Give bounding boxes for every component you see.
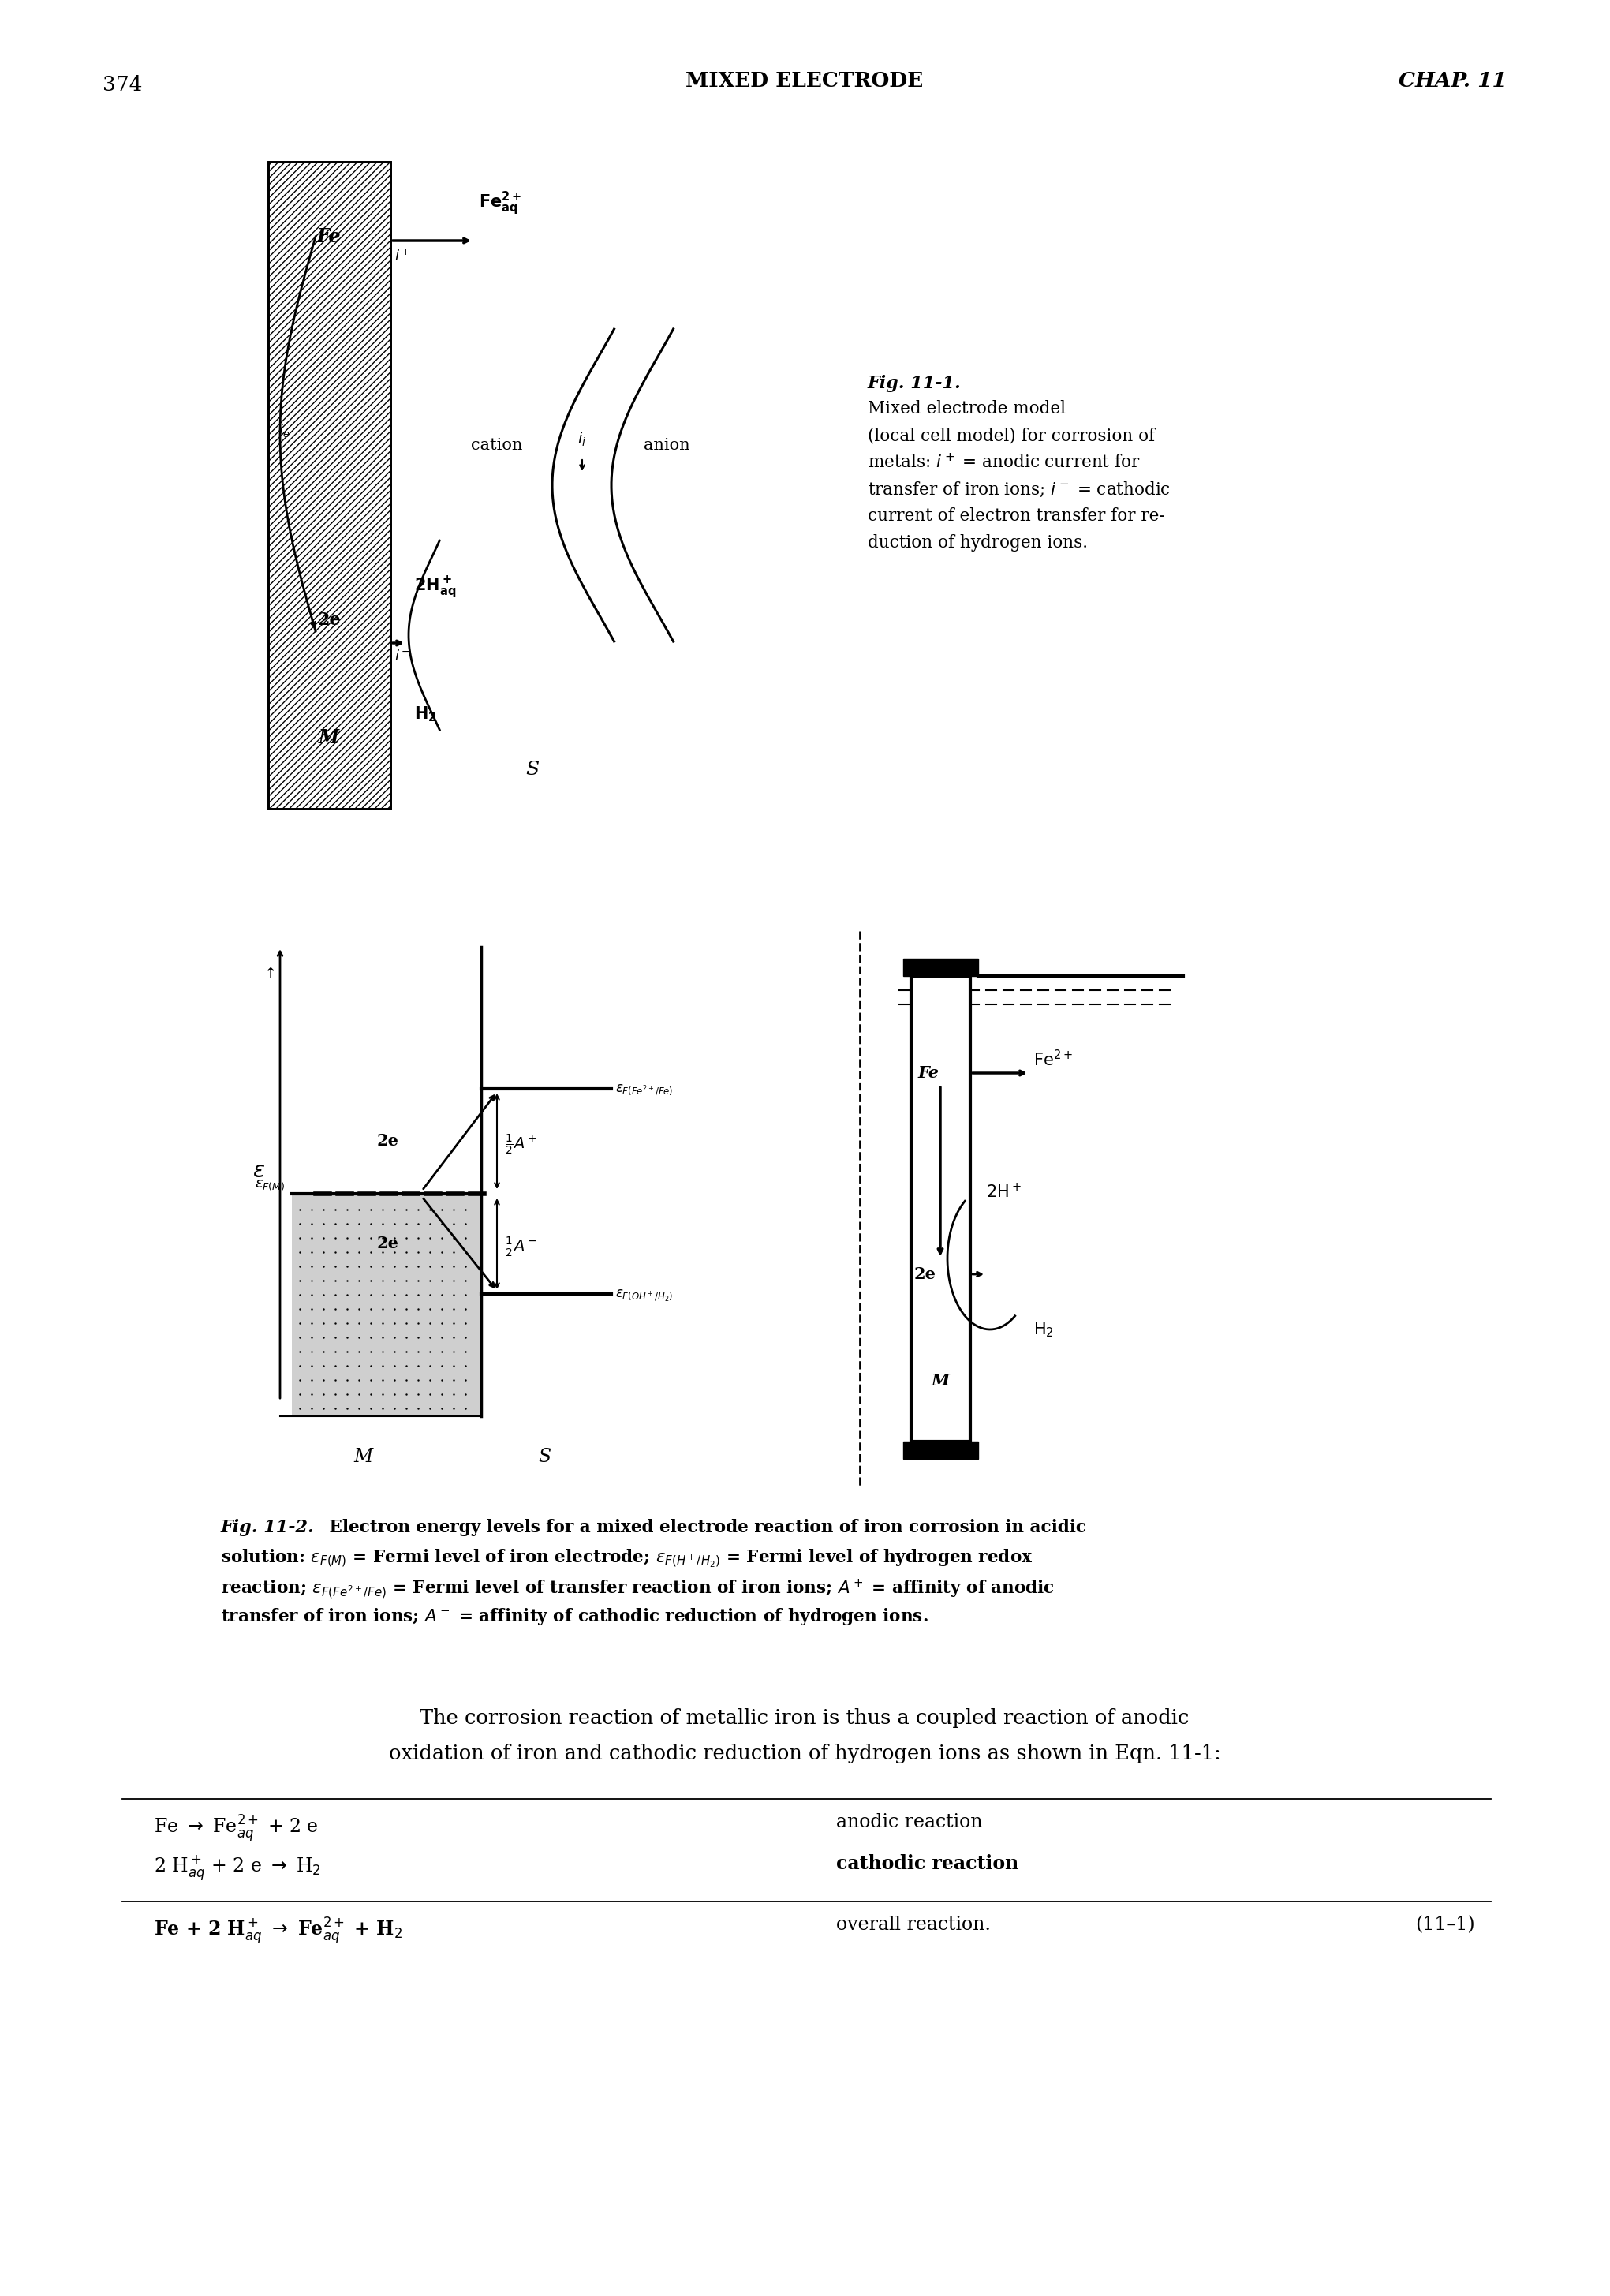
Text: Fe: Fe [918, 1065, 939, 1081]
Text: $\mathrm{H_2}$: $\mathrm{H_2}$ [1034, 1320, 1053, 1339]
Bar [269, 161, 391, 808]
Text: 2e: 2e [377, 1235, 398, 1251]
Text: S: S [526, 760, 539, 778]
Text: Fig. 11-1.: Fig. 11-1. [868, 374, 961, 393]
Text: $\varepsilon_{F(Fe^{2+}/Fe)}$: $\varepsilon_{F(Fe^{2+}/Fe)}$ [615, 1084, 673, 1097]
Text: Fig. 11-2.: Fig. 11-2. [221, 1520, 314, 1536]
Text: Mixed electrode model: Mixed electrode model [868, 400, 1066, 418]
Text: CHAP. 11: CHAP. 11 [1399, 71, 1507, 92]
Text: (11–1): (11–1) [1415, 1915, 1475, 1933]
Text: cathodic reaction: cathodic reaction [836, 1855, 1019, 1874]
Text: $i^-$: $i^-$ [394, 650, 411, 664]
Text: (local cell model) for corrosion of: (local cell model) for corrosion of [868, 427, 1154, 443]
Text: $\mathrm{2H^+}$: $\mathrm{2H^+}$ [985, 1182, 1021, 1201]
Text: solution: $\varepsilon_{F(M)}$ = Fermi level of iron electrode; $\varepsilon_{F(: solution: $\varepsilon_{F(M)}$ = Fermi l… [221, 1548, 1034, 1570]
Text: metals: $i^+$ = anodic current for: metals: $i^+$ = anodic current for [868, 455, 1140, 473]
Text: $\mathbf{2H^+_{aq}}$: $\mathbf{2H^+_{aq}}$ [414, 574, 456, 602]
Text: $\varepsilon_{F(M)}$: $\varepsilon_{F(M)}$ [254, 1178, 285, 1192]
Text: current of electron transfer for re-: current of electron transfer for re- [868, 507, 1166, 526]
Text: 2e: 2e [377, 1132, 398, 1148]
Text: $\varepsilon_{F(OH^+/H_2)}$: $\varepsilon_{F(OH^+/H_2)}$ [615, 1288, 673, 1304]
Text: 2e: 2e [914, 1267, 937, 1281]
Text: Electron energy levels for a mixed electrode reaction of iron corrosion in acidi: Electron energy levels for a mixed elect… [324, 1520, 1087, 1536]
Text: duction of hydrogen ions.: duction of hydrogen ions. [868, 535, 1088, 551]
Text: M: M [353, 1449, 372, 1465]
Text: $\mathbf{H_2}$: $\mathbf{H_2}$ [414, 705, 436, 723]
Text: $\uparrow$: $\uparrow$ [261, 967, 275, 980]
Bar [269, 161, 391, 808]
Text: $\mathrm{Fe^{2+}}$: $\mathrm{Fe^{2+}}$ [1034, 1049, 1072, 1070]
Text: Fe $\rightarrow$ Fe$^{2+}_{aq}$ + 2 e: Fe $\rightarrow$ Fe$^{2+}_{aq}$ + 2 e [155, 1814, 319, 1844]
Text: reaction; $\varepsilon_{F(Fe^{2+}/Fe)}$ = Fermi level of transfer reaction of ir: reaction; $\varepsilon_{F(Fe^{2+}/Fe)}$ … [221, 1577, 1055, 1600]
Text: 374: 374 [103, 76, 142, 94]
Text: MIXED ELECTRODE: MIXED ELECTRODE [686, 71, 924, 92]
Bar [911, 976, 971, 1442]
Text: oxidation of iron and cathodic reduction of hydrogen ions as shown in Eqn. 11-1:: oxidation of iron and cathodic reduction… [388, 1743, 1220, 1763]
Bar [903, 1442, 979, 1458]
Text: 2 H$^+_{aq}$ + 2 e $\rightarrow$ H$_2$: 2 H$^+_{aq}$ + 2 e $\rightarrow$ H$_2$ [155, 1855, 320, 1883]
Text: cation: cation [472, 439, 523, 452]
Text: $\frac{1}{2}A^+$: $\frac{1}{2}A^+$ [506, 1132, 536, 1157]
Text: Fe + 2 H$^+_{aq}$ $\rightarrow$ Fe$^{2+}_{aq}$ + H$_2$: Fe + 2 H$^+_{aq}$ $\rightarrow$ Fe$^{2+}… [155, 1915, 402, 1947]
Text: 2e: 2e [317, 611, 341, 629]
Text: anodic reaction: anodic reaction [836, 1814, 982, 1832]
Text: Fe: Fe [317, 227, 341, 246]
Text: $\frac{1}{2}A^-$: $\frac{1}{2}A^-$ [506, 1235, 536, 1258]
Text: anion: anion [644, 439, 689, 452]
Text: M: M [931, 1373, 950, 1389]
Text: $\mathbf{Fe^{2+}_{aq}}$: $\mathbf{Fe^{2+}_{aq}}$ [478, 191, 522, 218]
Text: S: S [538, 1449, 551, 1465]
Text: $i_i$: $i_i$ [578, 432, 586, 448]
Text: $i_e$: $i_e$ [279, 422, 290, 439]
Bar [903, 960, 979, 976]
Text: transfer of iron ions; $i^-$ = cathodic: transfer of iron ions; $i^-$ = cathodic [868, 480, 1170, 498]
Bar [291, 1196, 481, 1417]
Text: overall reaction.: overall reaction. [836, 1915, 990, 1933]
Text: $i^+$: $i^+$ [394, 248, 411, 264]
Text: M: M [319, 728, 340, 746]
Text: transfer of iron ions; $A^-$ = affinity of cathodic reduction of hydrogen ions.: transfer of iron ions; $A^-$ = affinity … [221, 1607, 929, 1628]
Text: The corrosion reaction of metallic iron is thus a coupled reaction of anodic: The corrosion reaction of metallic iron … [420, 1708, 1190, 1729]
Text: $\varepsilon$: $\varepsilon$ [253, 1162, 266, 1182]
